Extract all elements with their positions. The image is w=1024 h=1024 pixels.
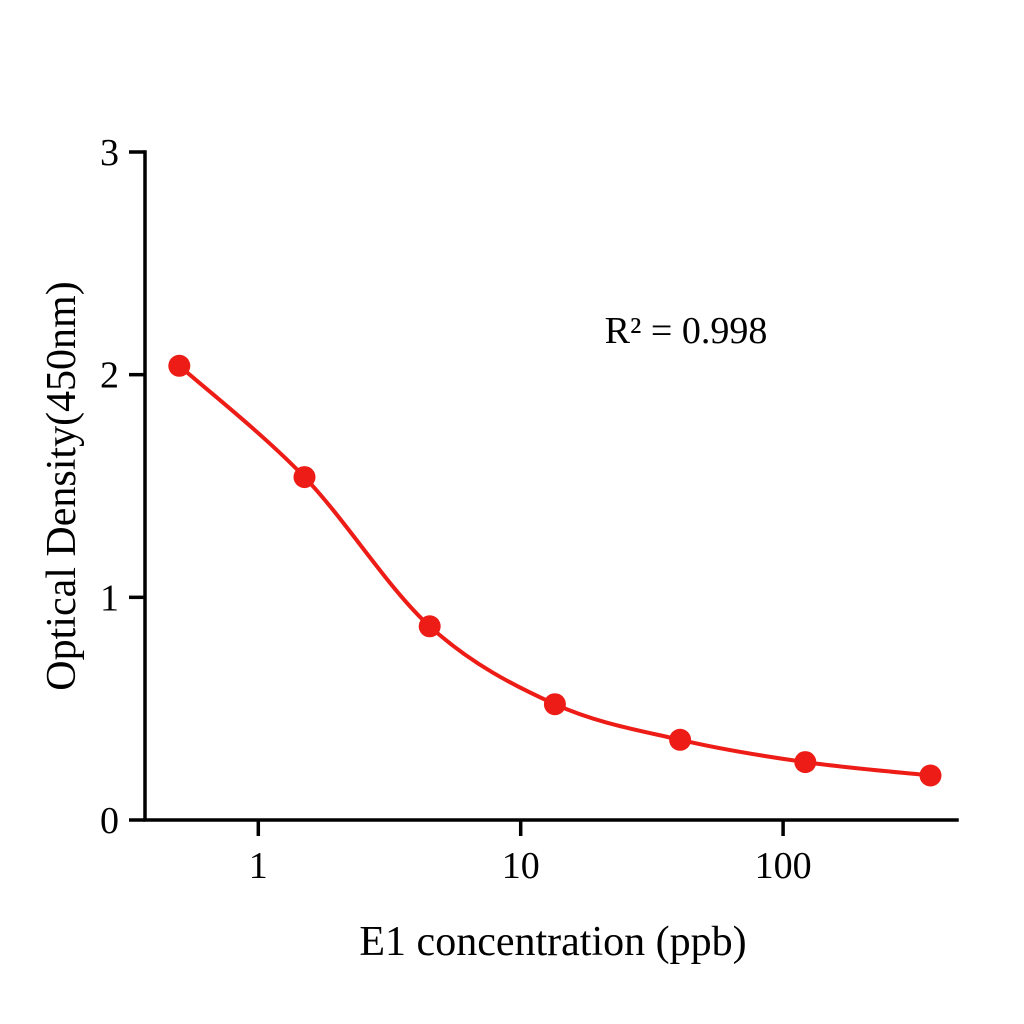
- x-tick-label: 100: [755, 845, 812, 887]
- data-point: [543, 693, 566, 716]
- x-tick-label: 1: [249, 845, 268, 887]
- y-axis-label: Optical Density(450nm): [39, 281, 85, 691]
- data-point: [168, 354, 191, 377]
- data-point: [293, 466, 316, 489]
- y-tick-label: 3: [100, 132, 119, 174]
- data-point: [669, 728, 692, 751]
- y-tick-label: 1: [100, 577, 119, 619]
- axis-spine: [143, 150, 959, 822]
- x-tick-label: 10: [502, 845, 540, 887]
- r-squared-annotation: R² = 0.998: [604, 310, 768, 352]
- data-point: [418, 615, 441, 638]
- data-point: [919, 764, 942, 787]
- y-tick-label: 0: [100, 800, 119, 842]
- x-axis-label: E1 concentration (ppb): [359, 919, 747, 965]
- data-point: [794, 751, 817, 774]
- y-tick-label: 2: [100, 355, 119, 397]
